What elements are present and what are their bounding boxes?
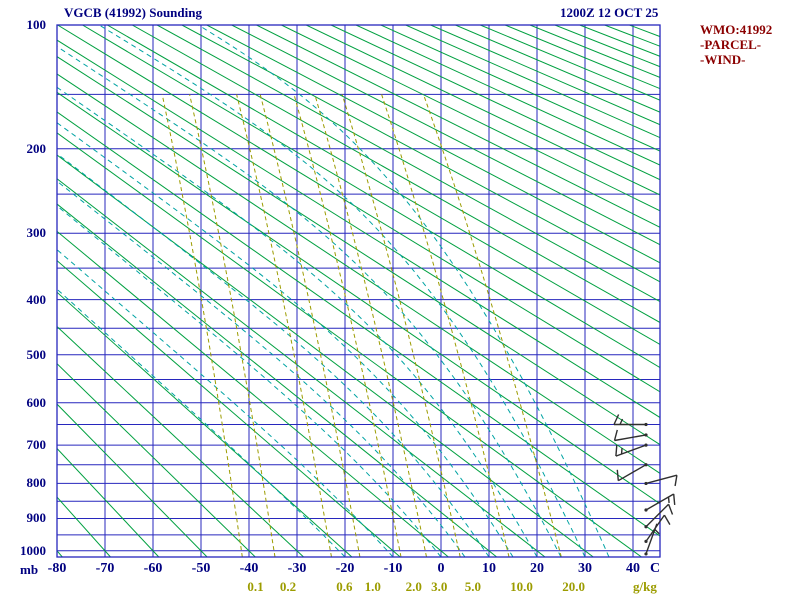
mixing-ratio-label: 10.0 xyxy=(510,579,533,594)
pressure-label: 100 xyxy=(26,17,47,32)
pressure-unit-label: mb xyxy=(20,562,39,577)
pressure-label: 500 xyxy=(26,346,47,362)
dry-adiabats xyxy=(57,25,660,557)
mixing-ratio-label: 3.0 xyxy=(431,579,448,594)
pressure-label: 600 xyxy=(26,394,47,410)
pressure-label: 200 xyxy=(26,140,47,156)
temp-label: 30 xyxy=(578,561,592,576)
mixing-unit-label: g/kg xyxy=(633,579,657,594)
legend-parcel: -PARCEL- xyxy=(700,37,762,52)
pressure-label: 1000 xyxy=(20,542,46,558)
pressure-label: 400 xyxy=(26,291,47,307)
temp-label: -10 xyxy=(383,561,403,576)
temp-label: 20 xyxy=(530,561,544,576)
temp-label: -70 xyxy=(95,561,115,576)
mixing-ratio-label: 0.1 xyxy=(247,579,264,594)
temp-label: 40 xyxy=(626,561,640,576)
mixing-ratio-lines xyxy=(161,94,562,557)
pressure-label: 900 xyxy=(26,510,47,526)
temp-label: 0 xyxy=(437,561,445,576)
chart-title: VGCB (41992) Sounding xyxy=(64,5,202,20)
wind-barbs xyxy=(613,414,678,556)
mixing-ratio-label: 5.0 xyxy=(464,579,481,594)
chart-frame xyxy=(56,24,661,558)
temp-label: -60 xyxy=(143,561,163,576)
mixing-ratio-label: 1.0 xyxy=(364,579,381,594)
grid-lines xyxy=(56,24,660,557)
temp-label: -30 xyxy=(287,561,307,576)
temp-unit-label: C xyxy=(650,561,661,576)
moist-adiabats xyxy=(57,25,610,557)
temp-label: -80 xyxy=(47,561,67,576)
legend-station: WMO:41992 xyxy=(700,22,773,37)
pressure-label: 300 xyxy=(26,225,47,241)
pressure-label: 700 xyxy=(26,437,47,453)
temp-label: 10 xyxy=(482,561,496,576)
temp-label: -20 xyxy=(335,561,355,576)
mixing-ratio-label: 0.2 xyxy=(279,579,297,594)
chart-datetime: 1200Z 12 OCT 25 xyxy=(560,5,659,20)
mixing-ratio-label: 0.6 xyxy=(336,579,353,594)
legend: WMO:41992 -PARCEL- -WIND- xyxy=(700,22,772,67)
pressure-label: 800 xyxy=(26,475,47,491)
temp-label: -40 xyxy=(239,561,259,576)
mixing-ratio-label: 20.0 xyxy=(562,579,586,594)
temp-label: -50 xyxy=(191,561,211,576)
mixing-ratio-label: 2.0 xyxy=(405,579,422,594)
legend-wind: -WIND- xyxy=(700,52,746,67)
